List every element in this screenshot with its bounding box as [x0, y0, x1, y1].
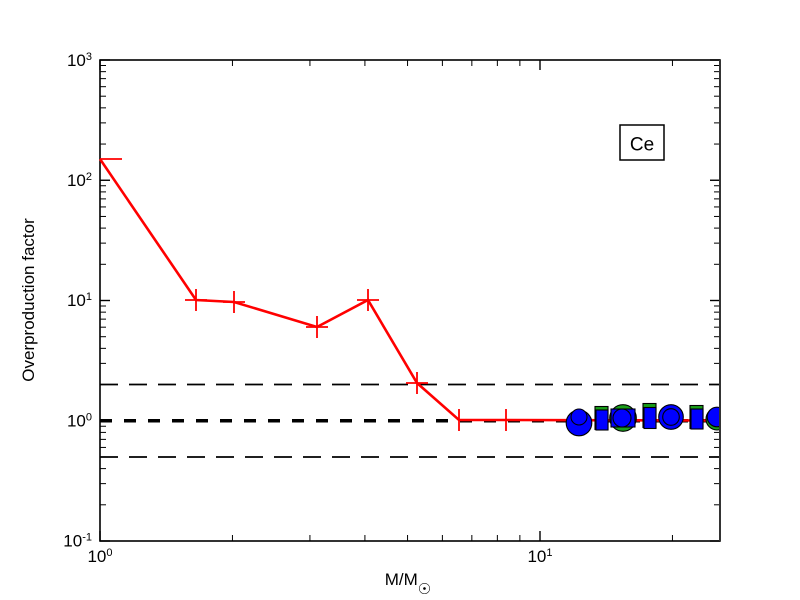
svg-text:Overproduction factor: Overproduction factor: [19, 218, 38, 382]
svg-text:Ce: Ce: [630, 135, 654, 156]
